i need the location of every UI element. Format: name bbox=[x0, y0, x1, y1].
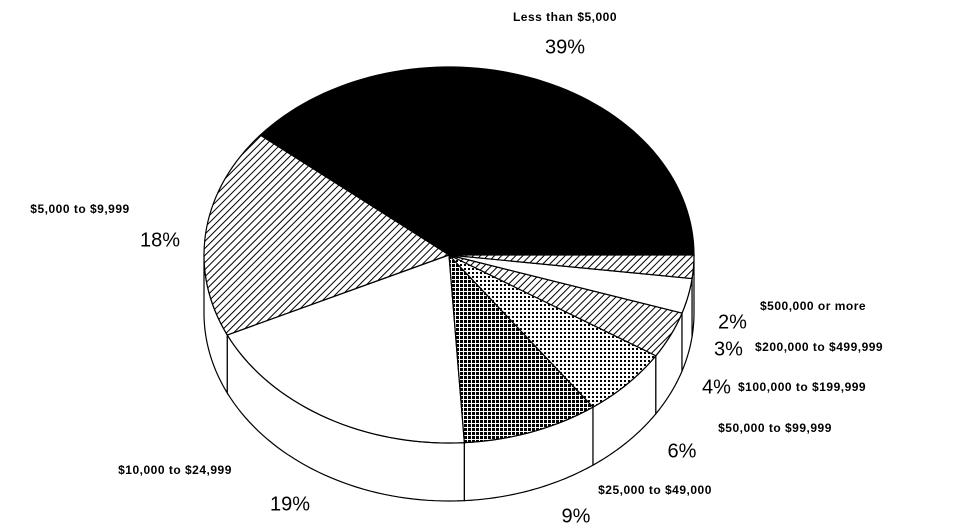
slice-value-label: 6% bbox=[668, 440, 697, 462]
pie-slice bbox=[226, 254, 466, 444]
pie-slice bbox=[448, 254, 657, 408]
slice-name: $100,000 to $199,999 bbox=[738, 380, 866, 394]
pie-slice bbox=[448, 253, 594, 444]
slice-name: $50,000 to $99,999 bbox=[718, 421, 832, 435]
slice-value-label: 18% bbox=[140, 229, 180, 251]
pie-slice bbox=[448, 254, 693, 314]
pie-slice bbox=[448, 254, 695, 280]
slice-value-label: 19% bbox=[270, 493, 310, 515]
slice-name: $5,000 to $9,999 bbox=[30, 202, 129, 216]
slice-value-label: 3% bbox=[714, 338, 743, 360]
pie-slice bbox=[259, 66, 695, 256]
pie-slice bbox=[448, 254, 683, 357]
slice-value-label: 4% bbox=[702, 376, 731, 398]
slice-value-label: 39% bbox=[545, 36, 585, 58]
pie-slice bbox=[203, 134, 451, 336]
slice-name: $500,000 or more bbox=[760, 299, 866, 313]
slice-value-label: 2% bbox=[718, 311, 747, 333]
slice-name: Less than $5,000 bbox=[513, 10, 617, 24]
slice-value-label: 9% bbox=[562, 505, 591, 527]
slice-name: $25,000 to $49,000 bbox=[598, 483, 712, 497]
slice-name: $200,000 to $499,999 bbox=[755, 340, 883, 354]
slice-name: $10,000 to $24,999 bbox=[118, 463, 232, 477]
